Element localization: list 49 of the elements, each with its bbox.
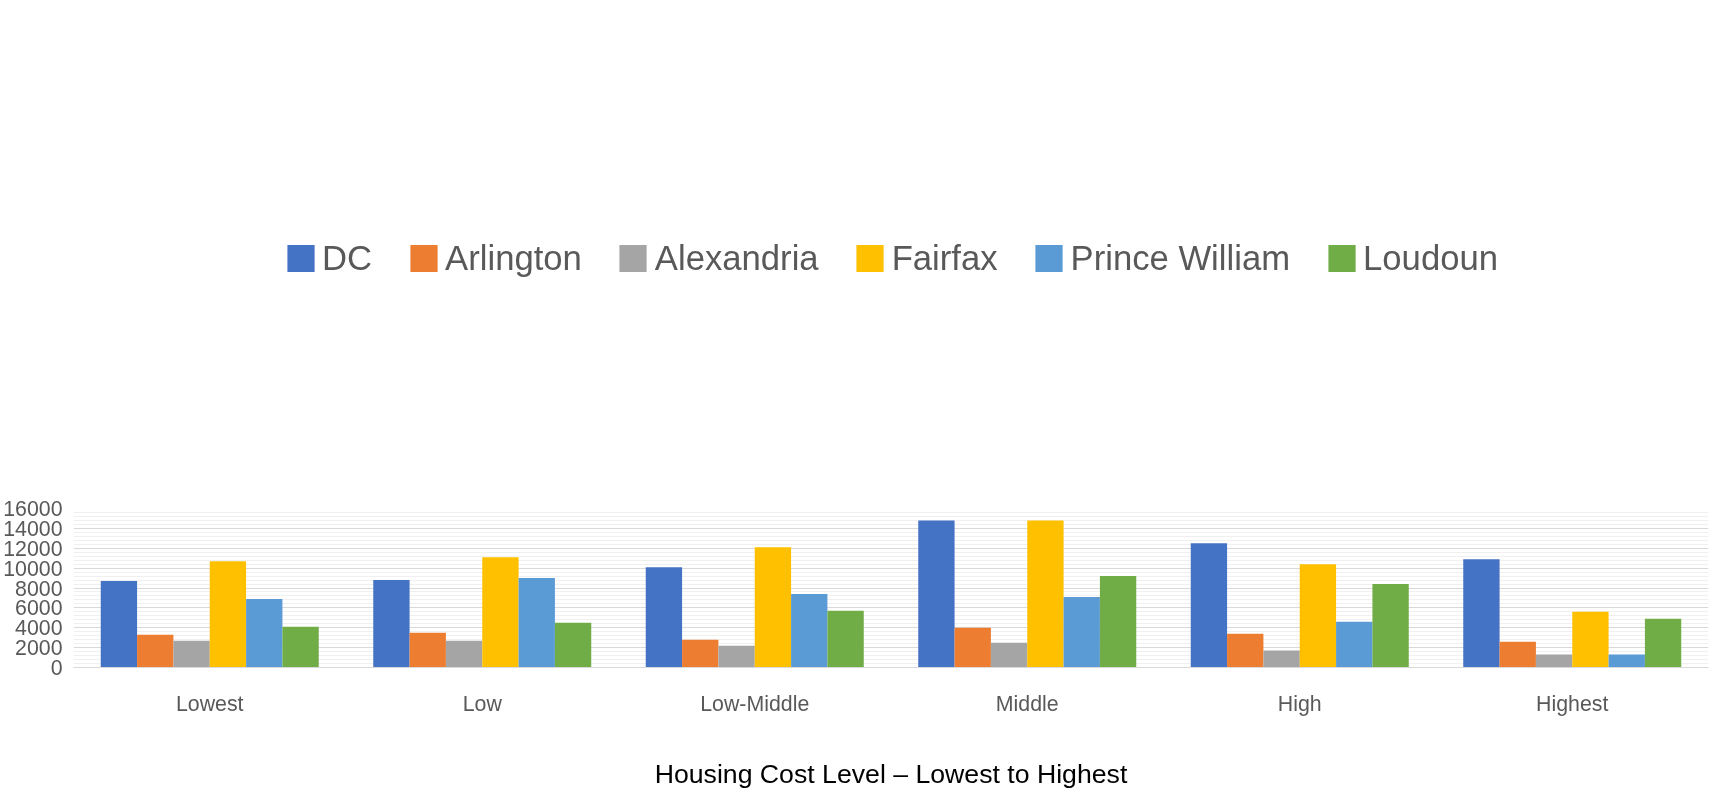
bar <box>409 632 446 668</box>
bar <box>246 598 283 668</box>
bar <box>1608 654 1645 668</box>
bar <box>718 645 755 668</box>
x-axis-title: Housing Cost Level – Lowest to Highest <box>654 758 1128 789</box>
legend-label: Arlington <box>445 238 582 278</box>
bar <box>282 626 319 668</box>
x-tick-label: High <box>1277 691 1322 716</box>
bar <box>1535 654 1573 668</box>
bar <box>1099 576 1137 668</box>
bar <box>1644 618 1682 668</box>
bar <box>682 639 719 668</box>
bar <box>1227 633 1264 668</box>
bar <box>1063 596 1100 668</box>
bar <box>918 520 955 668</box>
bar <box>1027 520 1064 668</box>
x-tick-label: Low <box>462 691 503 716</box>
bar <box>1372 584 1409 668</box>
legend-label: Loudoun <box>1363 238 1498 278</box>
bar <box>100 581 138 668</box>
legend-label: Fairfax <box>891 238 998 278</box>
x-tick-label: Highest <box>1536 691 1609 716</box>
bar <box>173 640 210 668</box>
bar <box>1463 559 1500 668</box>
bar <box>445 640 483 668</box>
bar <box>482 557 519 668</box>
bar <box>1263 650 1300 668</box>
bar <box>954 627 991 668</box>
bar <box>373 580 410 668</box>
bar <box>645 567 683 668</box>
bar <box>791 593 828 668</box>
bar <box>754 547 792 668</box>
legend-label: Alexandria <box>654 238 819 278</box>
bar <box>137 634 174 668</box>
bar <box>990 642 1028 668</box>
bar <box>1299 564 1337 668</box>
bar <box>1336 621 1373 668</box>
bar <box>1499 641 1536 668</box>
legend-label: Prince William <box>1070 238 1291 278</box>
bar <box>554 622 592 668</box>
x-tick-label: Low-Middle <box>700 691 810 716</box>
x-tick-label: Lowest <box>175 691 244 716</box>
bar <box>1572 611 1609 668</box>
bar <box>1190 543 1228 668</box>
x-tick-label: Middle <box>995 691 1059 716</box>
bar <box>209 561 247 668</box>
legend-label: DC <box>322 238 373 278</box>
bar <box>518 578 555 668</box>
bar <box>827 610 864 668</box>
